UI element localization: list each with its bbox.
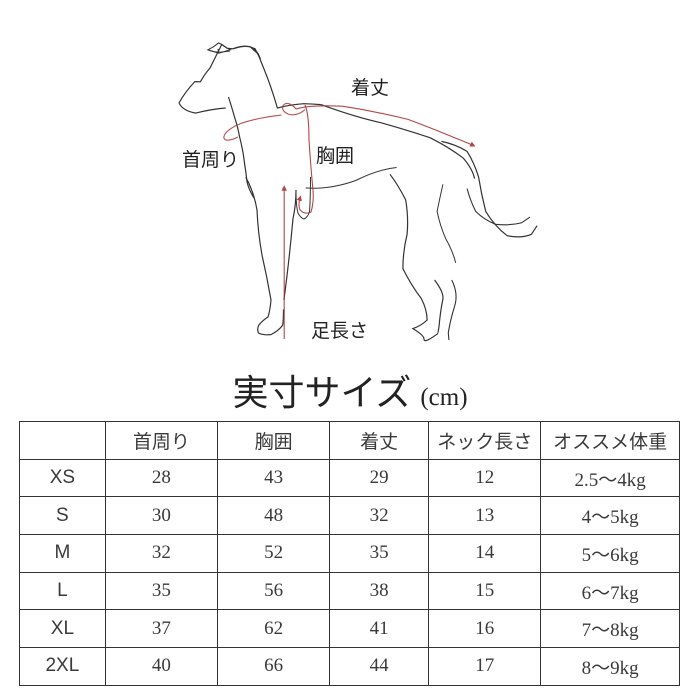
svg-text:足長さ: 足長さ xyxy=(311,321,368,342)
svg-text:首周り: 首周り xyxy=(182,149,239,171)
svg-text:胸囲: 胸囲 xyxy=(316,145,354,167)
svg-text:着丈: 着丈 xyxy=(351,77,389,99)
